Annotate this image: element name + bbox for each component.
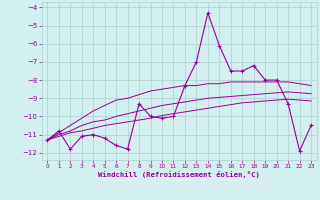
X-axis label: Windchill (Refroidissement éolien,°C): Windchill (Refroidissement éolien,°C) (98, 171, 260, 178)
